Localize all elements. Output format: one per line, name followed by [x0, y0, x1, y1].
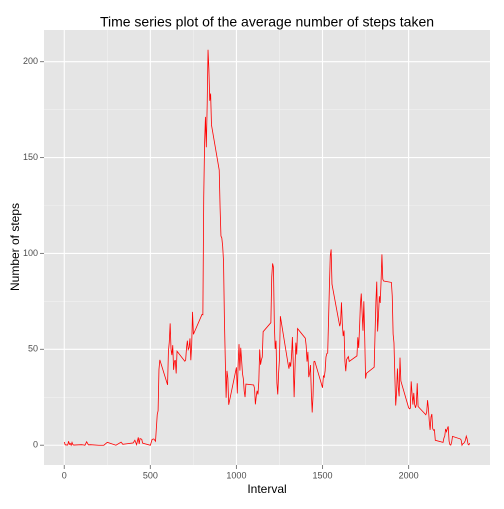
x-tick-label: 1500	[313, 470, 333, 480]
panel	[44, 30, 490, 465]
x-axis-label: Interval	[247, 482, 286, 496]
x-tick-label: 2000	[399, 470, 419, 480]
y-tick-label: 100	[23, 248, 38, 258]
chart-title: Time series plot of the average number o…	[100, 14, 434, 30]
y-tick-label: 50	[28, 344, 38, 354]
y-axis-label: Number of steps	[8, 203, 22, 291]
y-tick-label: 200	[23, 56, 38, 66]
y-tick-label: 150	[23, 152, 38, 162]
series-line	[63, 49, 471, 447]
x-tick-label: 500	[143, 470, 158, 480]
x-tick-label: 0	[62, 470, 67, 480]
x-tick-label: 1000	[226, 470, 246, 480]
y-tick-label: 0	[33, 440, 38, 450]
